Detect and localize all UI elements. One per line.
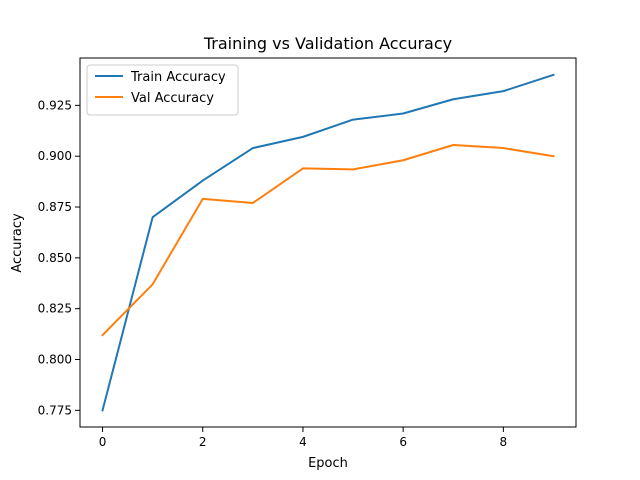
x-axis-label: Epoch [308, 456, 348, 471]
x-tick-label: 0 [99, 435, 107, 449]
y-tick-label: 0.925 [38, 98, 72, 112]
y-tick-label: 0.875 [38, 200, 72, 214]
legend-label-val: Val Accuracy [131, 91, 214, 106]
plot-area [101, 73, 555, 412]
series-line-train [101, 73, 555, 412]
x-tick-label: 2 [199, 435, 207, 449]
axes-frame [79, 57, 577, 428]
chart-title: Training vs Validation Accuracy [203, 34, 452, 53]
x-axis: 0 2 4 6 8 [99, 427, 507, 449]
legend: Train Accuracy Val Accuracy [86, 64, 239, 116]
y-tick-label: 0.900 [38, 149, 72, 163]
y-axis-label: Accuracy [10, 213, 25, 273]
y-tick-label: 0.800 [38, 353, 72, 367]
y-axis: 0.775 0.800 0.825 0.850 0.875 0.900 0.925 [38, 98, 80, 417]
x-tick-label: 4 [299, 435, 307, 449]
series-line-val [101, 144, 555, 337]
y-tick-label: 0.775 [38, 403, 72, 417]
y-tick-label: 0.825 [38, 302, 72, 316]
legend-label-train: Train Accuracy [130, 70, 226, 85]
y-tick-label: 0.850 [38, 251, 72, 265]
x-tick-label: 6 [399, 435, 407, 449]
legend-box [86, 64, 239, 116]
x-tick-label: 8 [500, 435, 508, 449]
